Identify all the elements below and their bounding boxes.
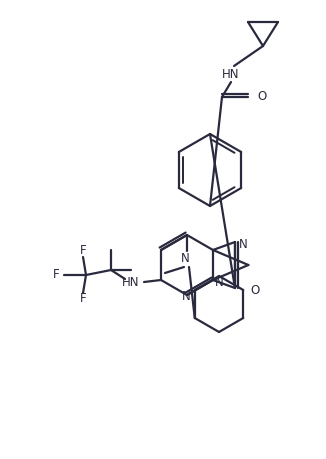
Text: F: F <box>80 292 86 306</box>
Text: N: N <box>181 252 189 265</box>
Text: F: F <box>80 245 86 257</box>
Text: N: N <box>215 276 224 290</box>
Text: HN: HN <box>122 275 139 289</box>
Text: O: O <box>257 90 266 103</box>
Text: N: N <box>239 237 248 251</box>
Text: F: F <box>53 269 59 281</box>
Text: HN: HN <box>222 67 240 80</box>
Text: O: O <box>250 284 259 297</box>
Text: N: N <box>182 290 190 302</box>
